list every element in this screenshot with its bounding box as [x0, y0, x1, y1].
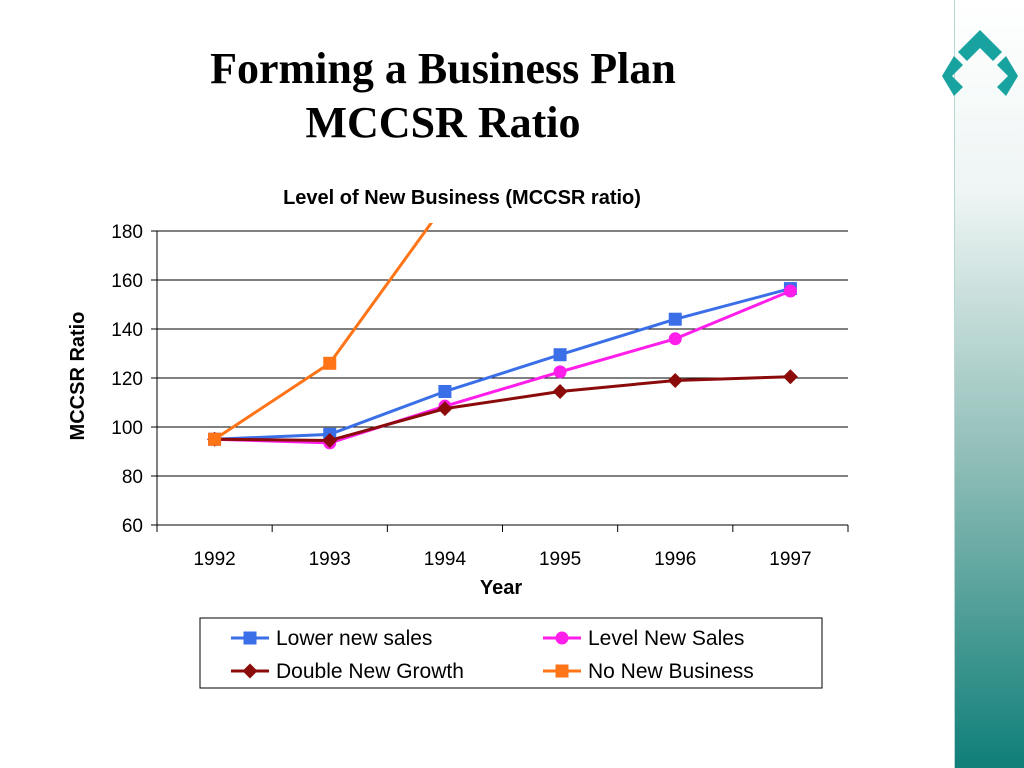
series-line-level-new-sales — [214, 289, 791, 445]
slide-title-line-1: Forming a Business Plan — [210, 44, 676, 93]
slide-title-line-2: MCCSR Ratio — [305, 98, 581, 147]
data-point-double-new-growth-1995 — [552, 383, 568, 399]
x-tick-label-1994: 1994 — [424, 549, 467, 570]
x-tick-label-1992: 1992 — [193, 549, 235, 570]
legend-swatch-marker — [555, 664, 569, 678]
x-axis-label: Year — [480, 577, 522, 599]
data-point-double-new-growth-1993 — [322, 432, 338, 448]
y-tick-label-160: 160 — [111, 271, 143, 292]
legend-swatch-marker — [242, 663, 258, 679]
legend-label-lower-new-sales: Lower new sales — [276, 627, 432, 650]
x-tick-label-1995: 1995 — [539, 549, 581, 570]
series-lower-new-sales — [208, 282, 797, 446]
data-point-lower-new-sales-1995 — [553, 348, 567, 362]
data-point-double-new-growth-1996 — [667, 372, 683, 388]
legend-swatch-marker — [243, 631, 257, 645]
y-tick-label-60: 60 — [122, 516, 143, 537]
legend-label-double-new-growth: Double New Growth — [276, 660, 464, 683]
y-tick-label-140: 140 — [111, 320, 143, 341]
legend-box — [199, 617, 823, 689]
legend-item-lower-new-sales: Lower new sales — [231, 627, 432, 650]
data-point-level-new-sales-1996 — [668, 332, 682, 346]
legend-item-no-new-business: No New Business — [543, 660, 754, 683]
data-point-no-new-business-1992 — [208, 432, 222, 446]
slide-title: Forming a Business Plan MCCSR Ratio — [120, 42, 766, 150]
legend-label-level-new-sales: Level New Sales — [588, 627, 744, 650]
data-point-double-new-growth-1997 — [782, 369, 798, 385]
legend-swatch-marker — [555, 631, 569, 645]
legend-item-double-new-growth: Double New Growth — [231, 660, 464, 683]
y-tick-label-80: 80 — [122, 467, 143, 488]
y-tick-label-120: 120 — [111, 369, 143, 390]
series-line-double-new-growth — [214, 375, 791, 442]
data-point-double-new-growth-1994 — [437, 401, 453, 417]
x-tick-label-1997: 1997 — [769, 549, 811, 570]
x-tick-label-1996: 1996 — [654, 549, 696, 570]
data-point-lower-new-sales-1994 — [438, 384, 452, 398]
chart-title: Level of New Business (MCCSR ratio) — [283, 187, 641, 209]
logo-icon — [942, 30, 1018, 96]
data-point-lower-new-sales-1996 — [668, 312, 682, 326]
legend-label-no-new-business: No New Business — [588, 660, 754, 683]
data-point-level-new-sales-1997 — [783, 284, 797, 298]
legend-item-level-new-sales: Level New Sales — [543, 627, 744, 650]
series-line-lower-new-sales — [214, 287, 791, 441]
x-tick-label-1993: 1993 — [309, 549, 351, 570]
data-point-level-new-sales-1995 — [553, 365, 567, 379]
series-no-new-business — [208, 223, 434, 446]
data-point-no-new-business-1993 — [323, 356, 337, 370]
y-tick-label-180: 180 — [111, 222, 143, 243]
y-tick-label-100: 100 — [111, 418, 143, 439]
y-axis-label: MCCSR Ratio — [67, 312, 89, 441]
decorative-side-band — [954, 0, 1024, 768]
